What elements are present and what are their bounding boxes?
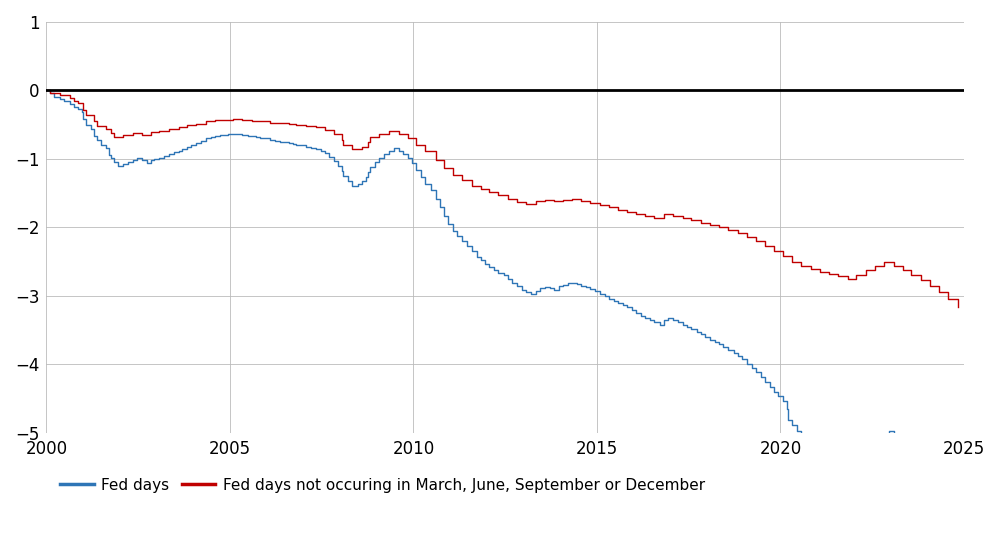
Legend: Fed days, Fed days not occuring in March, June, September or December: Fed days, Fed days not occuring in March… (54, 471, 711, 499)
